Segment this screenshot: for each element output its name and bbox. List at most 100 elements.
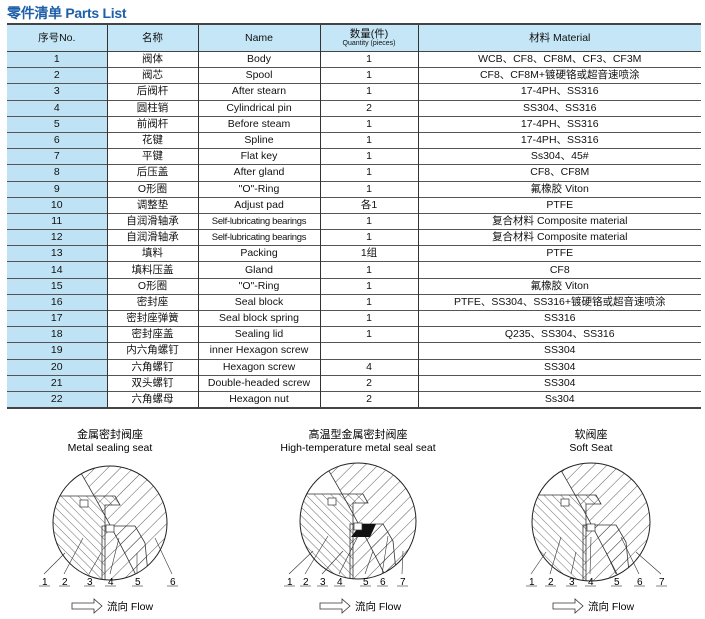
part-label: 1 — [287, 577, 293, 588]
cell-qty: 1 — [319, 310, 419, 327]
cell-qty: 4 — [319, 359, 419, 376]
cell-no: 1 — [7, 51, 108, 68]
cell-qty: 1 — [319, 132, 419, 149]
cell-qty: 1组 — [319, 245, 419, 262]
cell-qty: 1 — [319, 83, 419, 101]
cell-material: PTFE — [417, 197, 701, 214]
parts-list-title: 零件清单 Parts List — [7, 5, 127, 21]
leader-line — [549, 536, 562, 575]
cell-qty: 2 — [319, 391, 419, 409]
cell-cn-name: 后压盖 — [106, 164, 199, 181]
part-label: 3 — [320, 577, 326, 588]
cell-name: Seal block spring — [197, 310, 321, 327]
flow-label: 流向 Flow — [588, 600, 635, 613]
cell-name: Before steam — [197, 116, 321, 133]
cell-cn-name: 填料 — [106, 245, 199, 262]
table-row: 21 双头螺钉 Double-headed screw 2 SS304 — [7, 375, 701, 392]
cell-cn-name: 花键 — [106, 132, 199, 149]
diagram-title-en: Soft Seat — [569, 442, 612, 454]
cell-material: CF8、CF8M — [417, 164, 701, 181]
table-row: 14 填料压盖 Gland 1 CF8 — [7, 261, 701, 279]
detail-circle — [531, 462, 651, 582]
cell-material: 氟橡胶 Viton — [417, 278, 701, 295]
cell-cn-name: 圆柱销 — [106, 100, 199, 117]
table-row: 12 自润滑轴承 Self-lubricating bearings 1 复合材料 Co… — [7, 229, 701, 246]
table-row: 11 自润滑轴承 Self-lubricating bearings 1 复合材料 Co… — [7, 213, 701, 230]
leader-line — [605, 551, 617, 575]
leader-line — [381, 535, 389, 575]
cell-cn-name: 六角螺母 — [106, 391, 199, 409]
cell-material: PTFE、SS304、SS316+镀硬铬或超音速喷涂 — [417, 294, 701, 311]
leader-line — [364, 550, 374, 575]
part-label: 2 — [548, 577, 554, 588]
cell-qty: 1 — [319, 261, 419, 279]
cell-name: Hexagon screw — [197, 359, 321, 376]
leader-line — [304, 535, 329, 575]
cell-material: SS316 — [417, 310, 701, 327]
part-label: 7 — [400, 577, 406, 588]
header-qty-label: 数量(件) — [349, 28, 389, 40]
flow-arrow-icon — [552, 598, 584, 614]
cell-material: SS304 — [417, 375, 701, 392]
part-label: 3 — [87, 577, 93, 588]
cell-name: Spool — [197, 67, 321, 84]
table-row: 16 密封座 Seal block 1 PTFE、SS304、SS316+镀硬铬或超音速… — [7, 294, 701, 311]
detail-circle — [299, 462, 417, 580]
cell-cn-name: O形圈 — [106, 181, 199, 198]
table-row: 15 O形圈 "O"-Ring 1 氟橡胶 Viton — [7, 278, 701, 295]
part-label: 5 — [135, 577, 141, 588]
cell-qty: 1 — [319, 213, 419, 230]
cell-no: 8 — [7, 164, 108, 181]
cell-name: Packing — [197, 245, 321, 262]
part-label: 4 — [588, 577, 594, 588]
table-row: 5 前阀杆 Before steam 1 17-4PH、SS316 — [7, 116, 701, 133]
part-label: 1 — [529, 577, 535, 588]
header-material: 材料 Material — [417, 24, 701, 52]
detail-circle — [52, 465, 168, 581]
cell-cn-name: 密封座 — [106, 294, 199, 311]
part-label: 1 — [42, 577, 48, 588]
cell-material: 17-4PH、SS316 — [417, 132, 701, 149]
cell-name: Self-lubricating bearings — [197, 229, 321, 246]
part-label: 3 — [569, 577, 575, 588]
cell-qty: 1 — [319, 164, 419, 181]
part-label: 4 — [108, 577, 114, 588]
cell-qty: 1 — [319, 229, 419, 246]
part-label: 6 — [637, 577, 643, 588]
header-no: 序号No. — [7, 24, 108, 52]
cell-qty: 2 — [319, 375, 419, 392]
part-label: 2 — [62, 577, 68, 588]
cell-name: After stearn — [197, 83, 321, 101]
cell-no: 4 — [7, 100, 108, 117]
cell-name: Spline — [197, 132, 321, 149]
diagram-title-cn: 软阀座 — [575, 427, 608, 441]
cell-material: 复合材料 Composite material — [417, 229, 701, 246]
part-label: 7 — [659, 577, 665, 588]
cell-material: SS304、SS316 — [417, 100, 701, 117]
leader-line — [88, 552, 102, 575]
cell-name: inner Hexagon screw — [197, 342, 321, 360]
cell-name: Self-lubricating bearings — [197, 213, 321, 230]
part-label: 6 — [170, 577, 176, 588]
cell-no: 19 — [7, 342, 108, 360]
cell-no: 18 — [7, 326, 108, 343]
part-label: 2 — [303, 577, 309, 588]
leader-line — [589, 536, 592, 575]
cell-material: Ss304 — [417, 391, 701, 409]
cell-no: 16 — [7, 294, 108, 311]
table-row: 9 O形圈 "O"-Ring 1 氟橡胶 Viton — [7, 181, 701, 198]
table-row: 8 后压盖 After gland 1 CF8、CF8M — [7, 164, 701, 181]
table-row: 20 六角螺钉 Hexagon screw 4 SS304 — [7, 359, 701, 376]
cell-no: 9 — [7, 181, 108, 198]
header-qty-sub: Quantity (pieces) — [342, 40, 396, 47]
cell-cn-name: 填料压盖 — [106, 261, 199, 279]
cell-name: Adjust pad — [197, 197, 321, 214]
cell-cn-name: 双头螺钉 — [106, 375, 199, 392]
cell-cn-name: 内六角螺钉 — [106, 342, 199, 360]
leader-line — [154, 537, 173, 575]
leader-line — [570, 551, 577, 575]
diagram-title-en: Metal sealing seat — [68, 442, 153, 454]
cell-material: 氟橡胶 Viton — [417, 181, 701, 198]
